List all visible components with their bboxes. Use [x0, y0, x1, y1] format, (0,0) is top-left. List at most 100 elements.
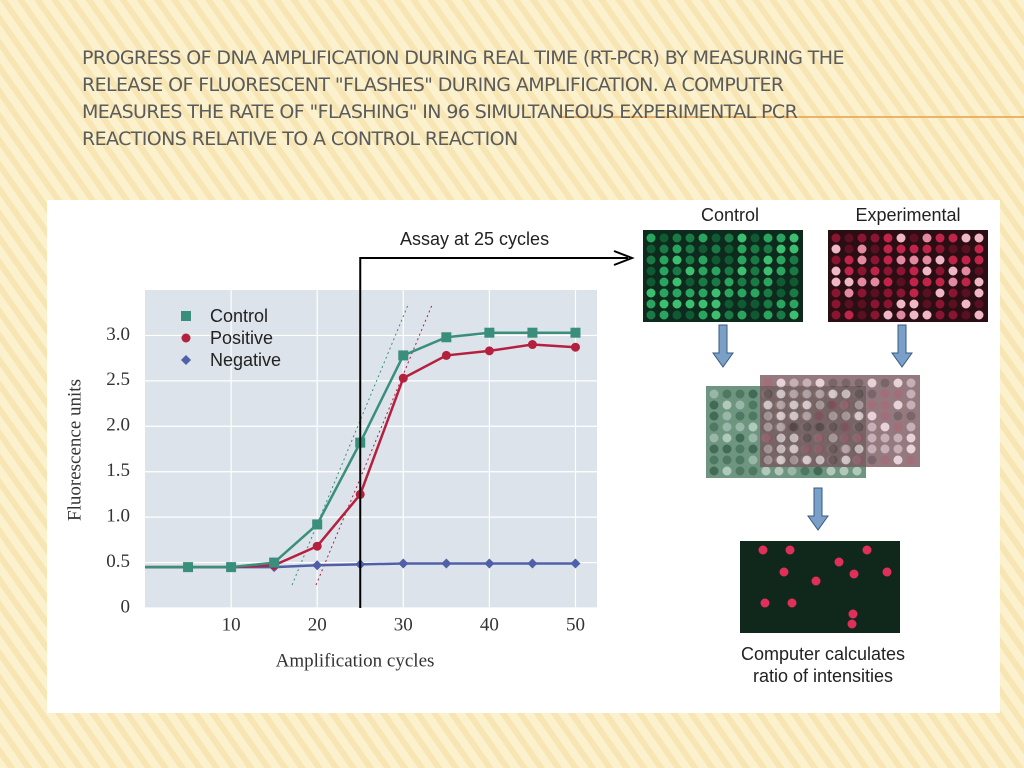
well — [909, 233, 919, 243]
x-tick-label: 30 — [394, 614, 413, 635]
well — [802, 411, 812, 421]
plate — [760, 375, 920, 467]
well — [867, 433, 877, 443]
well — [857, 277, 867, 287]
well — [883, 299, 893, 309]
well — [961, 266, 971, 276]
well — [948, 266, 958, 276]
well — [776, 255, 786, 265]
well — [883, 255, 893, 265]
well — [909, 255, 919, 265]
well — [961, 288, 971, 298]
well — [935, 255, 945, 265]
well — [659, 277, 669, 287]
down-arrow — [807, 487, 829, 531]
well — [802, 444, 812, 454]
title-line: REACTIONS RELATIVE TO A CONTROL REACTION — [82, 128, 518, 150]
well — [711, 244, 721, 254]
well — [735, 444, 745, 454]
well — [906, 400, 916, 410]
well — [906, 389, 916, 399]
well — [961, 233, 971, 243]
well — [711, 288, 721, 298]
well — [672, 266, 682, 276]
experimental-label: Experimental — [855, 205, 960, 225]
x-tick-label: 20 — [308, 614, 327, 635]
well — [815, 422, 825, 432]
well — [831, 310, 841, 320]
well — [948, 277, 958, 287]
x-tick-label: 40 — [480, 614, 499, 635]
well — [854, 411, 864, 421]
well — [709, 455, 719, 465]
well — [722, 422, 732, 432]
well — [750, 299, 760, 309]
well — [857, 266, 867, 276]
well — [935, 244, 945, 254]
assay-line — [359, 257, 628, 608]
result-well — [779, 567, 789, 577]
well — [711, 266, 721, 276]
well — [935, 288, 945, 298]
well — [844, 277, 854, 287]
well — [659, 233, 669, 243]
well — [893, 433, 903, 443]
well — [711, 255, 721, 265]
marker — [484, 558, 495, 569]
well — [870, 299, 880, 309]
marker — [226, 562, 237, 573]
y-tick-label: 2.5 — [106, 369, 130, 390]
well — [698, 288, 708, 298]
x-tick-label: 10 — [222, 614, 241, 635]
well — [844, 310, 854, 320]
marker — [527, 340, 537, 350]
well — [802, 378, 812, 388]
well — [709, 422, 719, 432]
well — [948, 288, 958, 298]
well — [776, 277, 786, 287]
well — [896, 233, 906, 243]
well — [711, 299, 721, 309]
well — [909, 244, 919, 254]
well — [750, 244, 760, 254]
well — [828, 444, 838, 454]
well — [870, 277, 880, 287]
marker — [441, 332, 452, 343]
well — [854, 455, 864, 465]
marker — [527, 558, 538, 569]
well — [763, 444, 773, 454]
well — [698, 310, 708, 320]
well — [776, 389, 786, 399]
well — [906, 433, 916, 443]
result-well — [758, 545, 768, 555]
well — [750, 233, 760, 243]
well — [896, 277, 906, 287]
well — [961, 299, 971, 309]
well — [748, 411, 758, 421]
well — [831, 255, 841, 265]
well — [841, 411, 851, 421]
well — [880, 455, 890, 465]
y-tick-label: 2.0 — [106, 415, 130, 436]
marker — [312, 541, 322, 551]
y-tick-label: 1.0 — [106, 506, 130, 527]
well — [659, 310, 669, 320]
well — [896, 288, 906, 298]
well — [776, 400, 786, 410]
well — [698, 299, 708, 309]
well — [709, 411, 719, 421]
well — [893, 400, 903, 410]
well — [724, 288, 734, 298]
well — [961, 277, 971, 287]
well — [896, 266, 906, 276]
well — [906, 422, 916, 432]
well — [737, 277, 747, 287]
well — [698, 244, 708, 254]
well — [776, 299, 786, 309]
well — [763, 310, 773, 320]
well — [735, 422, 745, 432]
well — [776, 455, 786, 465]
well — [828, 411, 838, 421]
well — [672, 233, 682, 243]
